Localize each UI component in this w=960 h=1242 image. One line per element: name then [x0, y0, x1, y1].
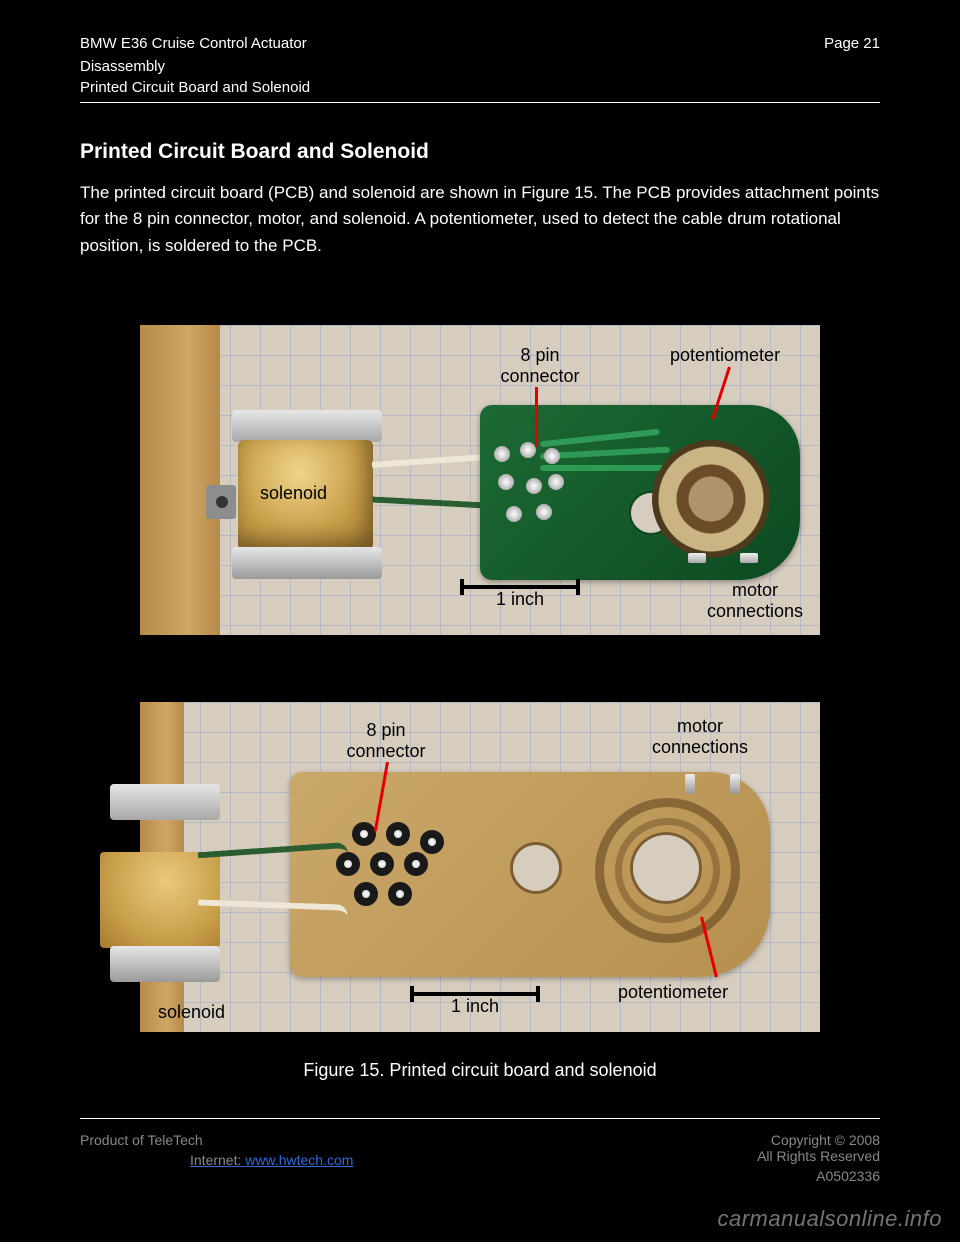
- pcb-hole: [630, 832, 702, 904]
- pcb-hole: [510, 842, 562, 894]
- solder-joint: [520, 442, 536, 458]
- body-paragraph: The printed circuit board (PCB) and sole…: [80, 180, 880, 259]
- connector-pin: [404, 852, 428, 876]
- doc-title: BMW E36 Cruise Control Actuator: [80, 35, 307, 52]
- connector-pin: [370, 852, 394, 876]
- motor-pin: [685, 774, 695, 794]
- footer-copyright: Copyright © 2008 All Rights Reserved: [757, 1132, 880, 1164]
- footer-product: Product of TeleTech: [80, 1132, 203, 1148]
- label-solenoid: solenoid: [260, 483, 327, 504]
- connector-pin: [386, 822, 410, 846]
- page-number: Page 21: [824, 35, 880, 52]
- solenoid-mount-tab: [206, 485, 236, 519]
- label-connector: 8 pinconnector: [480, 345, 600, 386]
- header-rule: [80, 102, 880, 103]
- solder-joint: [544, 448, 560, 464]
- connector-pin: [420, 830, 444, 854]
- connector-pin: [388, 882, 412, 906]
- label-motor-connections: motorconnections: [690, 580, 820, 621]
- footer-version: A0502336: [816, 1168, 880, 1184]
- connector-pin: [336, 852, 360, 876]
- connector-pin: [352, 822, 376, 846]
- scale-bar: 1 inch: [460, 585, 580, 610]
- footer-copyright-line1: Copyright © 2008: [757, 1132, 880, 1148]
- solenoid-cap-top: [232, 410, 382, 442]
- footer-url-link[interactable]: www.hwtech.com: [245, 1152, 353, 1168]
- callout-line: [535, 387, 538, 447]
- label-connector: 8 pinconnector: [326, 720, 446, 761]
- potentiometer-ring: [652, 440, 770, 558]
- figure-bottom: solenoid 8 pinconnector motorconnections…: [140, 702, 820, 1032]
- page-root: BMW E36 Cruise Control Actuator Disassem…: [0, 0, 960, 1242]
- motor-pin: [730, 774, 740, 794]
- doc-subtitle-topic: Printed Circuit Board and Solenoid: [80, 79, 310, 96]
- section-heading: Printed Circuit Board and Solenoid: [80, 140, 429, 164]
- watermark: carmanualsonline.info: [717, 1206, 942, 1232]
- label-potentiometer: potentiometer: [670, 345, 780, 366]
- solder-joint: [548, 474, 564, 490]
- figure-top: solenoid 8 pinconnector potentiometer mo…: [140, 325, 820, 635]
- solder-joint: [506, 506, 522, 522]
- label-potentiometer: potentiometer: [618, 982, 728, 1003]
- solenoid-cap-top: [110, 784, 220, 820]
- scale-bar-label: 1 inch: [460, 589, 580, 610]
- solenoid-cap-bottom: [232, 547, 382, 579]
- scale-bar-line: [460, 585, 580, 589]
- motor-pin: [740, 553, 758, 563]
- connector-solder-area: [490, 440, 570, 560]
- footer-url[interactable]: Internet: www.hwtech.com: [190, 1152, 353, 1168]
- scale-bar-line: [410, 992, 540, 996]
- scale-bar: 1 inch: [410, 992, 540, 1017]
- motor-pin: [688, 553, 706, 563]
- label-motor-connections: motorconnections: [630, 716, 770, 757]
- solder-joint: [536, 504, 552, 520]
- doc-subtitle-section: Disassembly: [80, 58, 165, 75]
- solder-joint: [498, 474, 514, 490]
- scale-bar-label: 1 inch: [410, 996, 540, 1017]
- label-solenoid: solenoid: [158, 1002, 225, 1023]
- connector-pin: [354, 882, 378, 906]
- solder-joint: [494, 446, 510, 462]
- figure-caption: Figure 15. Printed circuit board and sol…: [0, 1060, 960, 1081]
- footer-copyright-line2: All Rights Reserved: [757, 1148, 880, 1164]
- solder-joint: [526, 478, 542, 494]
- footer-url-prefix: Internet:: [190, 1152, 245, 1168]
- wood-strip: [140, 325, 220, 635]
- connector-8pin: [330, 822, 450, 922]
- footer-rule: [80, 1118, 880, 1119]
- solenoid-cap-bottom: [110, 946, 220, 982]
